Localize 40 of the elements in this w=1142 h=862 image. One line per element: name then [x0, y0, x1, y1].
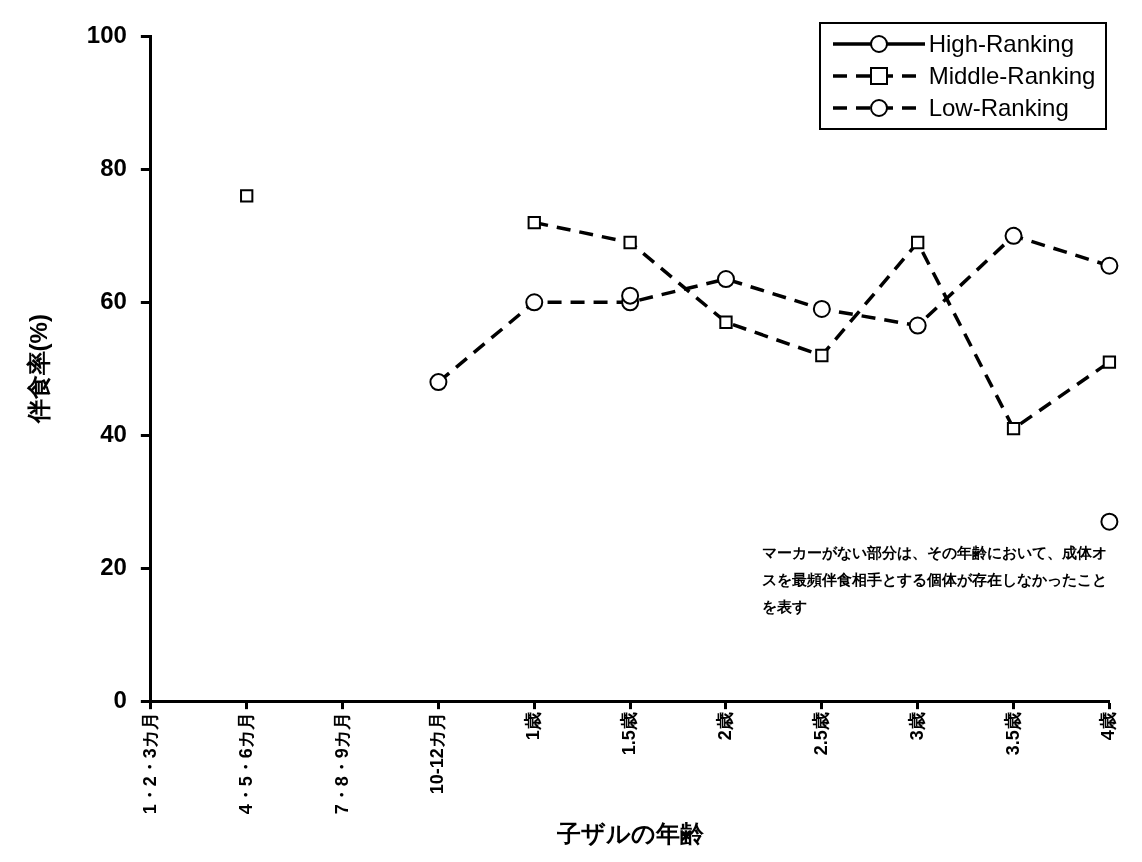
point: [1102, 355, 1117, 369]
y-axis-title: 伴食率(%): [25, 314, 53, 425]
y-tick-label: 0: [113, 685, 127, 713]
legend-label: Low-Ranking: [928, 94, 1069, 123]
point: [240, 189, 254, 203]
x-tick-label: 4・5・6カ月: [235, 712, 256, 815]
point: [623, 235, 637, 250]
annotation: マーカーがない部分は、その年齢において、成体オスを最頻伴食相手とする個体が存在しなかったことを表す: [762, 543, 1108, 616]
point: [908, 316, 927, 335]
point: [911, 235, 925, 250]
point: [815, 348, 829, 363]
point: [429, 373, 448, 392]
y-tick-label: 80: [100, 153, 127, 181]
point: [1004, 226, 1023, 245]
x-tick-label: 2.5歳: [810, 712, 831, 756]
x-tick-label: 3歳: [906, 712, 927, 741]
legend-label: Middle-Ranking: [928, 62, 1096, 91]
x-tick-label: 3.5歳: [1002, 712, 1023, 756]
point: [527, 215, 541, 230]
y-tick-label: 60: [100, 286, 127, 314]
x-tick-label: 2歳: [714, 712, 735, 741]
x-tick-label: 10-12カ月: [427, 712, 448, 795]
y-tick-label: 100: [86, 21, 127, 49]
legend-label: High-Ranking: [928, 30, 1075, 59]
y-tick-label: 20: [100, 552, 127, 580]
y-tick-label: 40: [100, 419, 127, 447]
x-tick-label: 7・8・9カ月: [331, 712, 352, 815]
x-axis-title: 子ザルの年齢: [555, 820, 705, 848]
point: [525, 293, 544, 312]
point: [719, 315, 733, 329]
x-tick-label: 1・2・3カ月: [139, 712, 160, 815]
point: [1006, 421, 1021, 436]
x-tick-label: 1.5歳: [619, 712, 640, 756]
point: [1100, 256, 1119, 275]
point: [812, 299, 831, 318]
x-tick-label: 4歳: [1098, 712, 1119, 741]
point: [621, 286, 640, 305]
point: [716, 270, 735, 289]
point: [1100, 512, 1119, 531]
x-tick-label: 1歳: [523, 712, 544, 741]
